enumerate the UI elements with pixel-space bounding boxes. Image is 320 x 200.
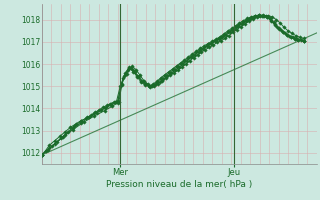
X-axis label: Pression niveau de la mer( hPa ): Pression niveau de la mer( hPa ) — [106, 180, 252, 189]
